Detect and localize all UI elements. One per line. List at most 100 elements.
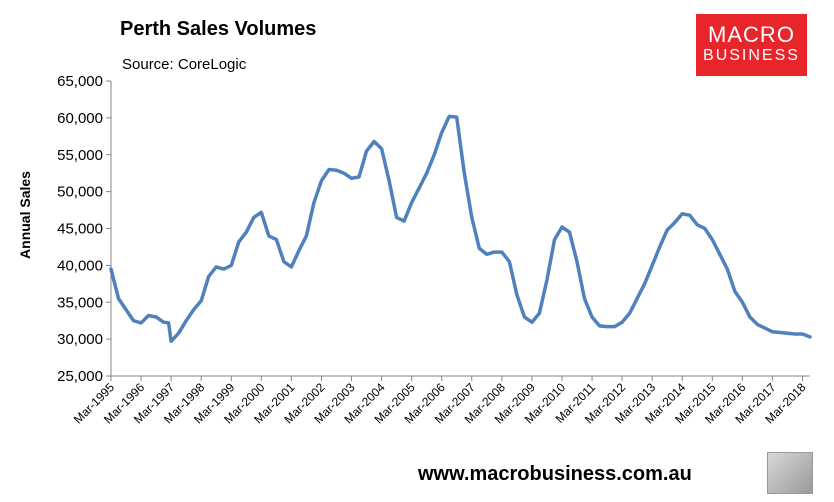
data-point bbox=[688, 214, 691, 216]
data-point bbox=[553, 238, 556, 241]
data-point bbox=[335, 169, 338, 171]
y-axis-label: Annual Sales bbox=[17, 171, 33, 259]
data-point bbox=[741, 301, 744, 304]
data-point bbox=[666, 229, 668, 231]
data-point bbox=[786, 332, 789, 335]
wolf-logo-icon bbox=[767, 452, 813, 494]
data-point bbox=[636, 297, 638, 300]
data-point bbox=[410, 201, 413, 204]
data-point bbox=[546, 279, 548, 281]
data-point bbox=[433, 154, 436, 156]
data-point bbox=[215, 266, 217, 268]
data-point bbox=[388, 179, 390, 182]
data-point bbox=[132, 319, 135, 322]
y-axis-ticks: 25,000 30,000 35,000 40,000 45,000 50,000 55,0… bbox=[57, 73, 111, 385]
data-point bbox=[508, 260, 511, 263]
data-point bbox=[531, 321, 533, 324]
data-point bbox=[794, 333, 796, 335]
data-point bbox=[343, 172, 345, 174]
data-point bbox=[298, 249, 300, 252]
data-point bbox=[493, 251, 496, 253]
data-point bbox=[425, 172, 428, 174]
y-tick-label: 35,000 bbox=[57, 294, 103, 311]
data-point bbox=[463, 172, 466, 174]
data-point bbox=[167, 322, 170, 324]
data-point bbox=[230, 264, 233, 267]
data-point bbox=[320, 179, 323, 182]
data-point bbox=[117, 297, 120, 300]
footer-url[interactable]: www.macrobusiness.com.au bbox=[418, 463, 692, 485]
data-point bbox=[523, 316, 526, 318]
y-tick-label: 25,000 bbox=[57, 368, 103, 385]
data-point bbox=[516, 294, 518, 296]
data-point bbox=[358, 176, 360, 178]
data-point bbox=[200, 300, 202, 302]
data-point bbox=[771, 331, 774, 333]
data-point bbox=[245, 231, 248, 233]
data-point bbox=[561, 226, 563, 228]
data-point bbox=[350, 177, 353, 180]
data-point bbox=[380, 148, 383, 150]
data-point bbox=[673, 221, 676, 224]
data-point bbox=[478, 247, 481, 250]
data-point bbox=[162, 321, 165, 324]
data-point bbox=[207, 275, 210, 278]
data-point bbox=[621, 321, 623, 324]
data-point bbox=[591, 316, 593, 318]
data-point bbox=[598, 325, 601, 327]
data-point bbox=[711, 238, 714, 241]
data-point bbox=[313, 201, 315, 204]
y-tick-label: 50,000 bbox=[57, 184, 103, 201]
data-point bbox=[185, 319, 187, 322]
data-point bbox=[471, 216, 473, 219]
data-point bbox=[268, 235, 270, 237]
data-point bbox=[222, 268, 225, 270]
logo-line-2: BUSINESS bbox=[703, 47, 800, 64]
data-point bbox=[801, 333, 804, 335]
y-tick-label: 30,000 bbox=[57, 331, 103, 348]
data-point bbox=[651, 264, 653, 267]
data-point bbox=[613, 325, 616, 328]
data-point bbox=[696, 224, 699, 226]
data-point bbox=[455, 116, 458, 118]
y-tick-label: 60,000 bbox=[57, 110, 103, 127]
data-point bbox=[290, 266, 293, 268]
data-point bbox=[576, 260, 578, 263]
data-point bbox=[125, 308, 127, 311]
y-tick-label: 45,000 bbox=[57, 221, 103, 238]
y-tick-label: 65,000 bbox=[57, 73, 103, 90]
data-point bbox=[809, 336, 811, 338]
y-tick-label: 55,000 bbox=[57, 147, 103, 164]
data-point bbox=[486, 253, 488, 256]
logo-line-1: MACRO bbox=[708, 22, 795, 47]
data-point bbox=[749, 316, 751, 318]
data-point bbox=[403, 220, 405, 222]
data-point bbox=[606, 325, 608, 328]
data-point bbox=[568, 231, 571, 233]
data-point bbox=[328, 168, 330, 171]
data-point bbox=[681, 213, 683, 215]
data-point bbox=[110, 268, 112, 270]
data-point bbox=[440, 131, 443, 134]
data-point bbox=[628, 312, 631, 315]
data-point bbox=[704, 227, 706, 230]
data-point bbox=[501, 251, 503, 253]
data-point bbox=[260, 211, 263, 214]
data-point bbox=[140, 322, 142, 324]
data-point bbox=[779, 331, 781, 334]
series-points bbox=[110, 115, 811, 343]
data-point bbox=[283, 260, 285, 263]
chart-title: Perth Sales Volumes bbox=[120, 18, 317, 40]
data-point bbox=[373, 140, 375, 143]
data-point bbox=[643, 283, 646, 285]
data-point bbox=[395, 216, 398, 219]
data-point bbox=[253, 216, 255, 219]
chart-source: Source: CoreLogic bbox=[122, 56, 247, 73]
data-point bbox=[734, 290, 736, 293]
data-point bbox=[538, 312, 541, 315]
data-point bbox=[177, 332, 180, 335]
data-point bbox=[448, 115, 451, 118]
data-point bbox=[719, 253, 721, 256]
data-point bbox=[726, 268, 729, 270]
